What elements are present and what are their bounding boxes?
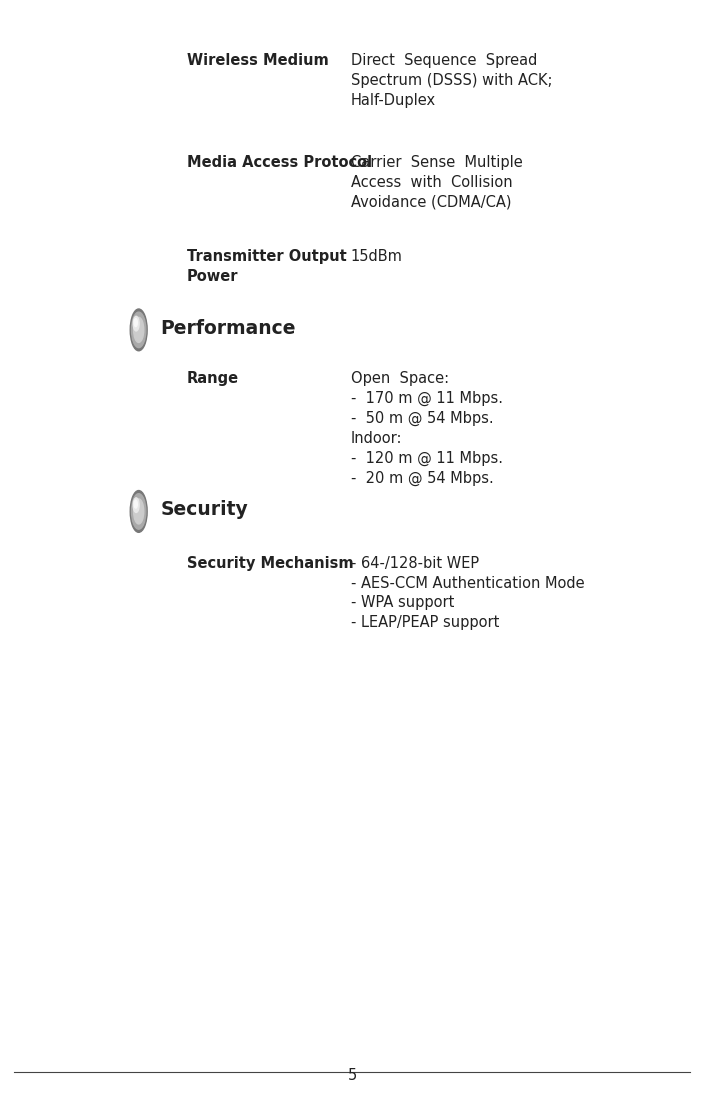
Text: - 64-/128-bit WEP
- AES-CCM Authentication Mode
- WPA support
- LEAP/PEAP suppor: - 64-/128-bit WEP - AES-CCM Authenticati… — [351, 556, 584, 630]
Text: Security: Security — [161, 500, 249, 519]
Text: Direct  Sequence  Spread
Spectrum (DSSS) with ACK;
Half-Duplex: Direct Sequence Spread Spectrum (DSSS) w… — [351, 53, 552, 107]
Text: Range: Range — [187, 371, 239, 386]
Ellipse shape — [132, 312, 146, 348]
Text: Wireless Medium: Wireless Medium — [187, 53, 328, 69]
Text: 5: 5 — [347, 1067, 357, 1083]
Text: Carrier  Sense  Multiple
Access  with  Collision
Avoidance (CDMA/CA): Carrier Sense Multiple Access with Colli… — [351, 155, 522, 209]
Text: Security Mechanism: Security Mechanism — [187, 556, 353, 571]
Ellipse shape — [130, 309, 147, 351]
Ellipse shape — [134, 500, 137, 508]
Ellipse shape — [130, 490, 147, 532]
Text: Media Access Protocol: Media Access Protocol — [187, 155, 372, 170]
Text: Open  Space:
-  170 m @ 11 Mbps.
-  50 m @ 54 Mbps.
Indoor:
-  120 m @ 11 Mbps.
: Open Space: - 170 m @ 11 Mbps. - 50 m @ … — [351, 371, 503, 486]
Ellipse shape — [134, 499, 144, 524]
Ellipse shape — [133, 498, 139, 513]
Text: Transmitter Output
Power: Transmitter Output Power — [187, 249, 346, 283]
Text: Performance: Performance — [161, 319, 296, 338]
Ellipse shape — [133, 317, 139, 331]
Ellipse shape — [132, 494, 146, 529]
Text: 15dBm: 15dBm — [351, 249, 403, 265]
Ellipse shape — [134, 319, 137, 327]
Ellipse shape — [134, 318, 144, 342]
